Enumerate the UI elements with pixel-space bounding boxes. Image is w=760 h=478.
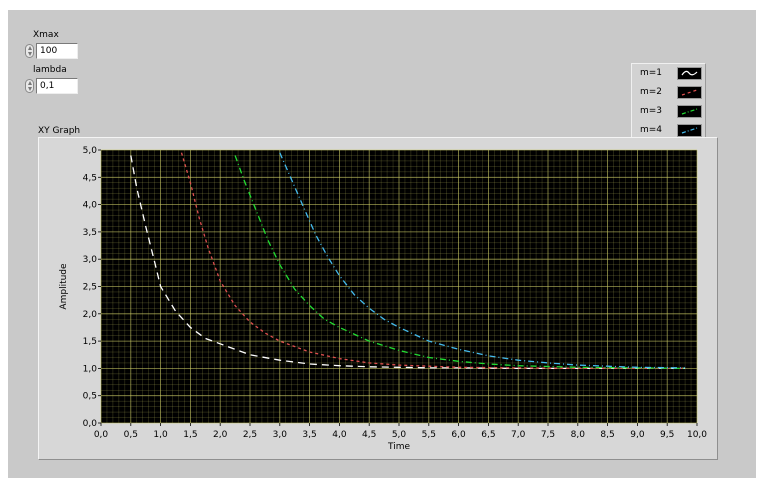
x-tick-label: 5,5 — [422, 430, 436, 440]
y-tick-label: 2,0 — [83, 310, 98, 320]
x-tick-label: 5,0 — [392, 430, 407, 440]
y-tick-label: 5,0 — [83, 146, 98, 156]
lambda-increment-decrement-icon[interactable] — [25, 79, 34, 93]
xmax-input[interactable]: 100 — [36, 43, 78, 59]
x-tick-label: 9,0 — [630, 430, 645, 440]
legend-item-label: m=2 — [640, 87, 663, 97]
x-tick-label: 8,5 — [600, 430, 614, 440]
x-tick-label: 7,5 — [541, 430, 555, 440]
x-tick-label: 6,0 — [451, 430, 466, 440]
lambda-label: lambda — [33, 65, 67, 75]
legend-item-m2[interactable]: m=2 — [632, 83, 707, 102]
x-tick-label: 3,5 — [302, 430, 316, 440]
x-tick-label: 9,5 — [660, 430, 674, 440]
y-tick-label: 3,5 — [83, 228, 97, 238]
series-line-m2 — [180, 152, 686, 370]
y-tick-label: 4,5 — [83, 173, 97, 183]
axis-ticks: 0,0 0,5 1,0 1,5 2,0 2,5 3,0 3,5 4,0 4,5 5,0 5,5 6,0 6… — [83, 146, 708, 440]
xmax-increment-decrement-icon[interactable] — [25, 44, 34, 58]
legend-item-label: m=1 — [640, 68, 663, 78]
y-tick-label: 2,5 — [83, 283, 97, 293]
x-tick-label: 7,0 — [511, 430, 526, 440]
xy-graph-label: XY Graph — [38, 126, 81, 136]
xy-graph[interactable]: 0,0 0,5 1,0 1,5 2,0 2,5 3,0 3,5 4,0 4,5 5,0 5,5 6,0 6… — [38, 137, 718, 460]
x-tick-label: 4,0 — [332, 430, 347, 440]
front-panel: Xmax 100 lambda 0,1 m=1 m=2 m=3 m=4 — [8, 10, 756, 478]
xy-graph-plot[interactable]: 0,0 0,5 1,0 1,5 2,0 2,5 3,0 3,5 4,0 4,5 5,0 5,5 6,0 6… — [39, 138, 717, 459]
y-tick-label: 1,0 — [83, 364, 98, 374]
y-axis-title: Amplitude — [59, 263, 69, 310]
legend-item-label: m=4 — [640, 125, 663, 135]
x-tick-label: 4,5 — [362, 430, 376, 440]
plot-legend[interactable]: m=1 m=2 m=3 m=4 — [631, 63, 706, 139]
x-axis-title: Time — [387, 442, 410, 452]
line-style-swatch-icon[interactable] — [677, 124, 702, 137]
legend-item-m3[interactable]: m=3 — [632, 102, 707, 121]
legend-item-m4[interactable]: m=4 — [632, 121, 707, 140]
line-style-swatch-icon[interactable] — [677, 67, 702, 80]
y-tick-label: 1,5 — [83, 337, 97, 347]
legend-item-label: m=3 — [640, 106, 663, 116]
y-tick-label: 0,0 — [83, 419, 98, 429]
x-tick-label: 8,0 — [571, 430, 586, 440]
xmax-label: Xmax — [33, 30, 59, 40]
x-tick-label: 10,0 — [687, 430, 707, 440]
line-style-swatch-icon[interactable] — [677, 86, 702, 99]
y-tick-label: 0,5 — [83, 392, 97, 402]
x-tick-label: 2,0 — [213, 430, 228, 440]
x-tick-label: 3,0 — [273, 430, 288, 440]
plot-series — [130, 152, 686, 370]
x-tick-label: 0,0 — [94, 430, 109, 440]
x-tick-label: 6,5 — [481, 430, 495, 440]
x-tick-label: 1,0 — [153, 430, 168, 440]
line-style-swatch-icon[interactable] — [677, 105, 702, 118]
x-tick-label: 2,5 — [243, 430, 257, 440]
y-tick-label: 4,0 — [83, 201, 98, 211]
lambda-input[interactable]: 0,1 — [36, 78, 78, 94]
series-line-m1 — [130, 155, 686, 370]
legend-item-m1[interactable]: m=1 — [632, 64, 707, 83]
plot-grid — [100, 149, 698, 424]
y-tick-label: 3,0 — [83, 255, 98, 265]
x-tick-label: 1,5 — [183, 430, 197, 440]
x-tick-label: 0,5 — [124, 430, 138, 440]
series-line-m3 — [234, 155, 686, 370]
